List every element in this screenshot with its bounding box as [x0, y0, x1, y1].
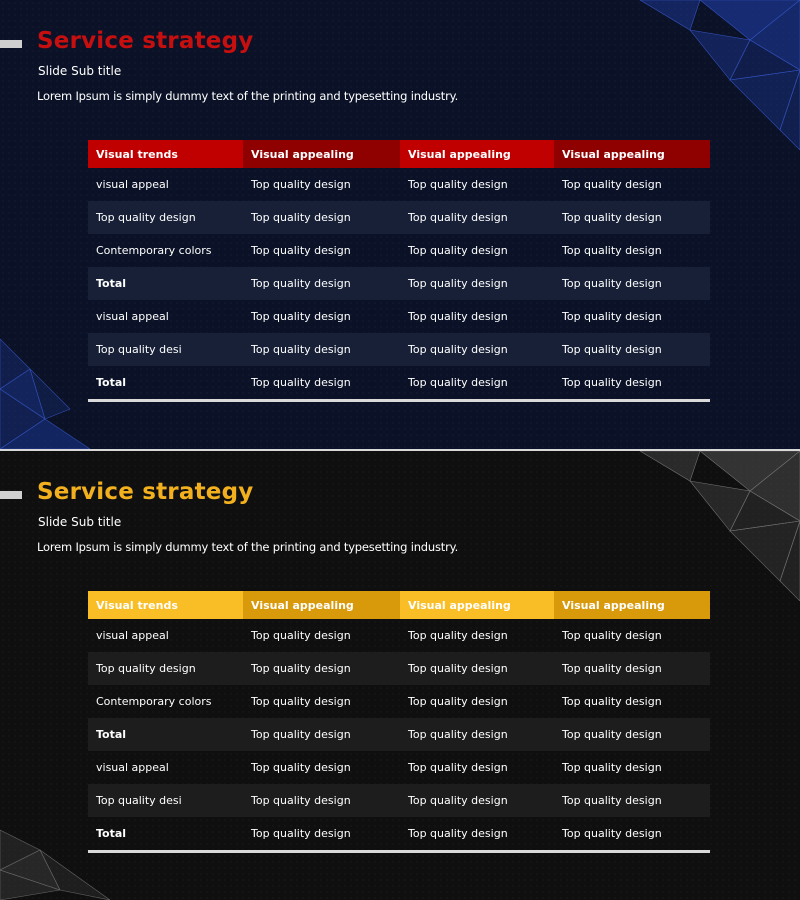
table-row: Top quality desi Top quality design Top …: [88, 784, 710, 817]
table-row: Total Top quality design Top quality des…: [88, 267, 710, 300]
table-cell: Top quality design: [243, 366, 400, 402]
table-cell: Top quality design: [400, 333, 554, 366]
table-row: visual appeal Top quality design Top qua…: [88, 168, 710, 201]
table-cell: Top quality design: [251, 244, 351, 257]
table-cell: Top quality design: [400, 267, 554, 300]
table-header-cell: Visual appealing: [400, 591, 554, 619]
table-header-row: Visual trends Visual appealing Visual ap…: [88, 140, 710, 168]
table-cell: Top quality design: [408, 761, 508, 774]
table-header-cell: Visual trends: [88, 591, 243, 619]
slide-subtitle: Slide Sub title: [38, 64, 122, 78]
table-header-cell: Visual appealing: [243, 591, 400, 619]
table-cell: Top quality design: [562, 310, 662, 323]
table-cell: Top quality design: [251, 178, 351, 191]
table-cell: Total: [88, 718, 243, 751]
data-table: Visual trends Visual appealing Visual ap…: [88, 140, 710, 402]
table-cell: Top quality design: [408, 178, 508, 191]
table-row: Total Top quality design Top quality des…: [88, 817, 710, 853]
table-cell: Contemporary colors: [96, 695, 212, 708]
table-cell: Top quality design: [400, 366, 554, 402]
table-cell: visual appeal: [96, 761, 169, 774]
table-header-cell: Visual appealing: [554, 140, 710, 168]
table-row: Contemporary colors Top quality design T…: [88, 685, 710, 718]
table-row: Top quality desi Top quality design Top …: [88, 333, 710, 366]
table-cell: Top quality design: [554, 267, 710, 300]
title-marker: [0, 40, 22, 48]
table-header-cell: Visual appealing: [400, 140, 554, 168]
table-cell: Top quality design: [554, 784, 710, 817]
table-cell: Contemporary colors: [96, 244, 212, 257]
table-row: Total Top quality design Top quality des…: [88, 366, 710, 402]
table-cell: Top quality design: [243, 201, 400, 234]
slide-body-text: Lorem Ipsum is simply dummy text of the …: [37, 540, 459, 554]
table-cell: Top quality desi: [88, 333, 243, 366]
slide-body-text: Lorem Ipsum is simply dummy text of the …: [37, 89, 459, 103]
table-cell: Top quality design: [554, 718, 710, 751]
table-cell: Top quality design: [554, 366, 710, 402]
table-cell: visual appeal: [96, 310, 169, 323]
table-cell: Top quality design: [408, 244, 508, 257]
table-cell: visual appeal: [96, 178, 169, 191]
table-cell: Top quality design: [243, 267, 400, 300]
table-cell: Total: [88, 366, 243, 402]
table-cell: Top quality design: [251, 629, 351, 642]
table-row: visual appeal Top quality design Top qua…: [88, 300, 710, 333]
table-header-cell: Visual appealing: [554, 591, 710, 619]
slide-subtitle: Slide Sub title: [38, 515, 122, 529]
table-header-row: Visual trends Visual appealing Visual ap…: [88, 591, 710, 619]
table-cell: Top quality design: [562, 244, 662, 257]
table-cell: Top quality design: [243, 784, 400, 817]
table-cell: Top quality design: [554, 333, 710, 366]
table-cell: Top quality design: [251, 761, 351, 774]
table-cell: Top quality design: [562, 695, 662, 708]
table-cell: Top quality design: [88, 652, 243, 685]
table-cell: Top quality design: [243, 718, 400, 751]
slide-title: Service strategy: [37, 479, 254, 505]
table-cell: Top quality design: [554, 817, 710, 853]
table-cell: Top quality design: [400, 201, 554, 234]
table-cell: Total: [88, 267, 243, 300]
table-cell: Top quality design: [400, 784, 554, 817]
title-marker: [0, 491, 22, 499]
data-table: Visual trends Visual appealing Visual ap…: [88, 591, 710, 853]
table-cell: Top quality design: [408, 310, 508, 323]
table-cell: Top quality design: [251, 310, 351, 323]
table-cell: Top quality design: [243, 817, 400, 853]
slide-yellow: Service strategy Slide Sub title Lorem I…: [0, 451, 800, 900]
table-cell: visual appeal: [96, 629, 169, 642]
table-row: visual appeal Top quality design Top qua…: [88, 619, 710, 652]
slide-title: Service strategy: [37, 28, 254, 54]
table-cell: Top quality design: [243, 333, 400, 366]
slide-red: Service strategy Slide Sub title Lorem I…: [0, 0, 800, 449]
table-row: Top quality design Top quality design To…: [88, 652, 710, 685]
table-cell: Total: [88, 817, 243, 853]
table-cell: Top quality design: [243, 652, 400, 685]
table-cell: Top quality design: [554, 201, 710, 234]
table-cell: Top quality design: [251, 695, 351, 708]
table-cell: Top quality design: [562, 629, 662, 642]
table-cell: Top quality desi: [88, 784, 243, 817]
table-cell: Top quality design: [408, 695, 508, 708]
table-cell: Top quality design: [562, 178, 662, 191]
table-cell: Top quality design: [408, 629, 508, 642]
table-cell: Top quality design: [554, 652, 710, 685]
table-cell: Top quality design: [562, 761, 662, 774]
table-row: Top quality design Top quality design To…: [88, 201, 710, 234]
table-cell: Top quality design: [400, 652, 554, 685]
table-row: Total Top quality design Top quality des…: [88, 718, 710, 751]
table-header-cell: Visual trends: [88, 140, 243, 168]
table-cell: Top quality design: [88, 201, 243, 234]
table-row: visual appeal Top quality design Top qua…: [88, 751, 710, 784]
table-header-cell: Visual appealing: [243, 140, 400, 168]
table-cell: Top quality design: [400, 817, 554, 853]
table-cell: Top quality design: [400, 718, 554, 751]
table-row: Contemporary colors Top quality design T…: [88, 234, 710, 267]
